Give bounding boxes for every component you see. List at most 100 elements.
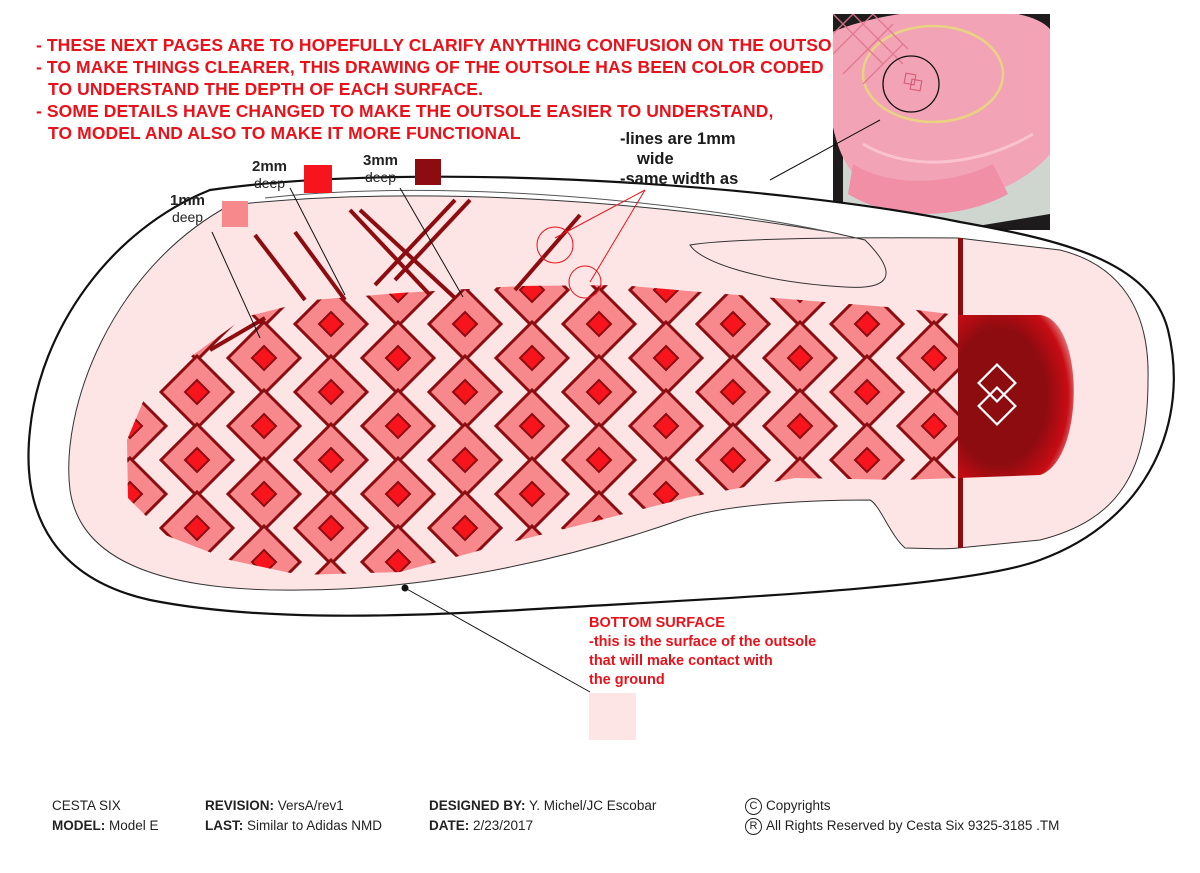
legend-unit: deep	[364, 169, 397, 185]
copyright-row: C Copyrights	[745, 796, 1059, 816]
tread-diamond	[518, 412, 546, 440]
tread-diamond	[250, 412, 278, 440]
bottom-surface-line: that will make contact with	[589, 653, 773, 669]
legend-swatch-1mm	[222, 201, 248, 227]
tread-diamond	[518, 344, 546, 372]
model-row: MODEL: Model E	[52, 816, 159, 836]
callout-markers	[536, 119, 881, 299]
tread-diamond	[853, 378, 881, 406]
logo-icon	[977, 363, 1017, 426]
footer-rights-block: C Copyrights R All Rights Reserved by Cest…	[745, 796, 1059, 836]
tread-diamond	[317, 514, 345, 542]
line-width-note: -lines are 1mm wide -same width as	[620, 129, 738, 189]
cut-lines	[208, 198, 582, 352]
rights-text: All Rights Reserved by Cesta Six 9325-31…	[766, 818, 1060, 833]
tread-diamond	[250, 344, 278, 372]
tread-diamond	[250, 480, 278, 508]
tread-diamond	[118, 210, 142, 234]
callout-line: wide	[637, 150, 674, 168]
note-line: - TO MAKE THINGS CLEARER, THIS DRAWING O…	[36, 56, 859, 100]
legend-depth: 2mm	[252, 158, 288, 175]
tread-diamond	[920, 344, 948, 372]
note-continuation: TO MODEL AND ALSO TO MAKE IT MORE FUNCTI…	[48, 123, 521, 143]
tread-diamond	[920, 412, 948, 440]
note-continuation: TO UNDERSTAND THE DEPTH OF EACH SURFACE.	[48, 79, 484, 99]
tread-diamond	[719, 446, 747, 474]
callout-line: -same width as	[620, 170, 739, 188]
copyright-text: Copyrights	[766, 798, 831, 813]
designed-row: DESIGNED BY: Y. Michel/JC Escobar	[429, 796, 656, 816]
tread-diamond	[786, 412, 814, 440]
copyright-icon: C	[745, 797, 762, 815]
tread-diamond	[853, 310, 881, 338]
tread-diamond	[183, 378, 211, 406]
tread-diamond	[585, 446, 613, 474]
model-value: Model E	[109, 818, 159, 833]
tread-diamond	[384, 480, 412, 508]
tread-diamond	[317, 310, 345, 338]
legend-depth: 1mm	[170, 192, 206, 209]
date-label: DATE:	[429, 818, 470, 833]
note-line: - THESE NEXT PAGES ARE TO HOPEFULLY CLAR…	[36, 35, 860, 55]
footer-revision-block: REVISION: VersA/rev1 LAST: Similar to Ad…	[205, 796, 382, 836]
legend-unit: deep	[171, 209, 204, 225]
legend-swatch-3mm	[415, 159, 441, 185]
bottom-surface-title: BOTTOM SURFACE	[589, 615, 725, 631]
tread-diamond	[853, 446, 881, 474]
tread-diamond	[317, 446, 345, 474]
legend-depth: 3mm	[363, 152, 399, 169]
company-name: CESTA SIX	[52, 798, 121, 813]
footer-designer-block: DESIGNED BY: Y. Michel/JC Escobar DATE: …	[429, 796, 656, 836]
designed-label: DESIGNED BY:	[429, 798, 526, 813]
date-value: 2/23/2017	[473, 818, 534, 833]
tread-diamond	[652, 412, 680, 440]
callout-line: -lines are 1mm	[620, 130, 736, 148]
revision-value: VersA/rev1	[277, 798, 344, 813]
registered-icon: R	[745, 817, 762, 835]
tread-diamond	[786, 344, 814, 372]
legend-1mm: 1mm deep	[170, 192, 206, 226]
tread-diamond	[451, 310, 479, 338]
bottom-surface-marker	[401, 584, 409, 592]
legend-3mm: 3mm deep	[363, 152, 399, 186]
tread-diamond	[451, 514, 479, 542]
note-text: - SOME DETAILS HAVE CHANGED TO MAKE THE …	[36, 101, 774, 121]
note-line: - SOME DETAILS HAVE CHANGED TO MAKE THE …	[36, 100, 859, 144]
legend-unit: deep	[253, 175, 286, 191]
tread-diamond	[451, 446, 479, 474]
last-label: LAST:	[205, 818, 244, 833]
last-value: Similar to Adidas NMD	[247, 818, 383, 833]
design-notes: - THESE NEXT PAGES ARE TO HOPEFULLY CLAR…	[36, 34, 859, 144]
revision-label: REVISION:	[205, 798, 275, 813]
heel-area	[958, 238, 1074, 548]
tread-diamond	[719, 378, 747, 406]
tread-diamond	[652, 344, 680, 372]
footer-company-block: CESTA SIX MODEL: Model E	[52, 796, 159, 836]
tread-diamond	[585, 378, 613, 406]
tread-diamond	[518, 480, 546, 508]
bottom-surface-note: BOTTOM SURFACE -this is the surface of t…	[589, 614, 816, 690]
last-row: LAST: Similar to Adidas NMD	[205, 816, 382, 836]
tread-diamond	[451, 378, 479, 406]
revision-row: REVISION: VersA/rev1	[205, 796, 382, 816]
tread-diamond	[719, 310, 747, 338]
note-text: - TO MAKE THINGS CLEARER, THIS DRAWING O…	[36, 57, 824, 77]
rights-row: R All Rights Reserved by Cesta Six 9325-3…	[745, 816, 1059, 836]
tread-diamond	[183, 446, 211, 474]
bottom-surface-swatch	[589, 693, 636, 740]
date-row: DATE: 2/23/2017	[429, 816, 656, 836]
designed-value: Y. Michel/JC Escobar	[529, 798, 657, 813]
bottom-surface-line: -this is the surface of the outsole	[589, 634, 817, 650]
legend-2mm: 2mm deep	[252, 158, 288, 192]
tread-diamond	[384, 344, 412, 372]
leader-lines	[211, 187, 591, 693]
legend-swatch-2mm	[304, 165, 332, 193]
outsole-photo	[833, 14, 1050, 230]
tread-diamond	[518, 285, 546, 304]
bottom-surface-line: the ground	[589, 672, 665, 688]
tread-diamond	[384, 412, 412, 440]
tread-diamond	[183, 514, 211, 542]
tread-diamond	[317, 378, 345, 406]
model-label: MODEL:	[52, 818, 106, 833]
